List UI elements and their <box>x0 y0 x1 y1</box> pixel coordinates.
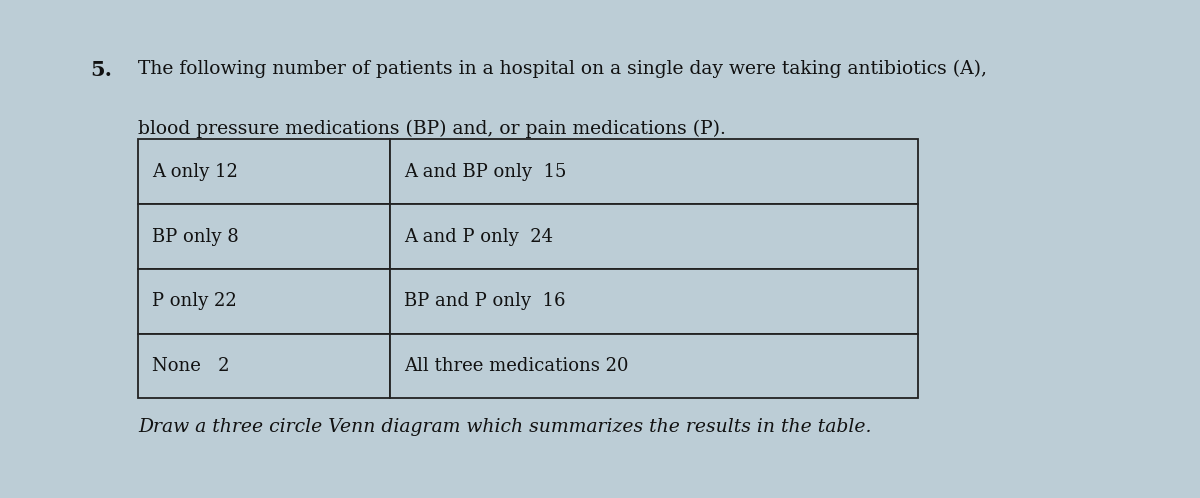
Text: A and P only  24: A and P only 24 <box>404 228 553 246</box>
Text: BP only 8: BP only 8 <box>152 228 239 246</box>
Text: A and BP only  15: A and BP only 15 <box>404 163 566 181</box>
Text: P only 22: P only 22 <box>152 292 238 310</box>
Text: blood pressure medications (BP) and, or pain medications (P).: blood pressure medications (BP) and, or … <box>138 120 726 138</box>
Text: Draw a three circle Venn diagram which summarizes the results in the table.: Draw a three circle Venn diagram which s… <box>138 418 871 436</box>
Text: All three medications 20: All three medications 20 <box>404 357 629 375</box>
Text: None   2: None 2 <box>152 357 230 375</box>
FancyBboxPatch shape <box>138 204 390 269</box>
FancyBboxPatch shape <box>390 334 918 398</box>
Text: 5.: 5. <box>90 60 112 80</box>
FancyBboxPatch shape <box>138 139 390 204</box>
FancyBboxPatch shape <box>138 269 390 334</box>
FancyBboxPatch shape <box>390 139 918 204</box>
FancyBboxPatch shape <box>138 334 390 398</box>
FancyBboxPatch shape <box>390 204 918 269</box>
Text: The following number of patients in a hospital on a single day were taking antib: The following number of patients in a ho… <box>138 60 986 78</box>
FancyBboxPatch shape <box>390 269 918 334</box>
Text: A only 12: A only 12 <box>152 163 239 181</box>
Text: BP and P only  16: BP and P only 16 <box>404 292 566 310</box>
